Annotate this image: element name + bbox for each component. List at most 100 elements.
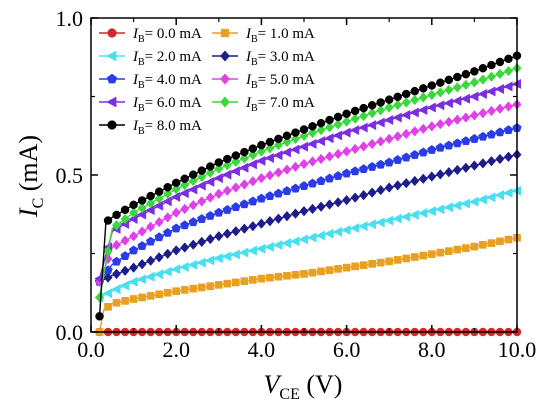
data-point [350, 143, 360, 155]
legend-marker [107, 120, 117, 130]
data-point [231, 151, 241, 160]
data-point [444, 140, 454, 150]
data-point [119, 280, 130, 291]
data-point [367, 107, 377, 119]
data-point [128, 245, 139, 255]
data-point [384, 133, 394, 145]
data-point [256, 172, 266, 184]
legend-marker [106, 96, 117, 108]
data-point [495, 153, 505, 165]
data-point [462, 244, 470, 252]
legend-label: IB= 5.0 mA [245, 72, 315, 91]
data-point [214, 188, 224, 200]
data-point [410, 253, 419, 261]
data-point [265, 137, 275, 147]
data-point [426, 102, 436, 113]
data-point [232, 278, 240, 287]
data-point [393, 180, 403, 191]
data-point [444, 84, 454, 96]
data-point [316, 176, 326, 185]
data-point [179, 188, 189, 199]
data-point [400, 109, 411, 121]
data-point [248, 149, 258, 161]
data-point [136, 274, 147, 285]
data-point [332, 130, 343, 141]
data-point [487, 239, 496, 247]
data-point [435, 142, 446, 152]
data-point [409, 107, 419, 118]
data-point [366, 120, 377, 131]
data-point [384, 95, 394, 104]
data-point [214, 158, 224, 167]
data-point [231, 225, 241, 237]
data-point [401, 97, 411, 108]
data-point [359, 261, 368, 269]
data-point [410, 149, 420, 159]
data-point [153, 269, 164, 280]
data-point [170, 191, 181, 203]
data-point [325, 122, 335, 133]
data-point [239, 199, 250, 209]
data-point [503, 151, 514, 162]
data-point [180, 203, 190, 215]
data-point [383, 215, 394, 226]
data-point [274, 134, 283, 144]
data-point [257, 274, 266, 283]
data-point [477, 88, 487, 100]
x-axis-label-sub: CE [279, 386, 299, 403]
data-point [333, 197, 343, 208]
data-point [410, 175, 420, 187]
y-axis-label-main: I [14, 207, 43, 218]
data-point [418, 147, 428, 157]
data-point [367, 138, 377, 150]
data-point [146, 198, 156, 209]
data-point [163, 188, 173, 200]
data-point [145, 271, 155, 282]
data-point [503, 101, 514, 112]
data-point [342, 116, 352, 127]
data-point [137, 226, 147, 237]
data-point [359, 141, 369, 152]
data-point [401, 152, 411, 162]
data-point [359, 110, 369, 122]
data-point [282, 131, 292, 140]
data-point [282, 210, 292, 222]
y-tick-label: 0.5 [56, 163, 84, 188]
data-point [366, 219, 377, 230]
data-point [478, 158, 488, 169]
data-point [495, 103, 505, 114]
data-point [103, 272, 113, 283]
data-point [128, 276, 138, 287]
data-point [197, 283, 206, 292]
data-point [239, 179, 249, 190]
data-point [205, 210, 215, 220]
data-point [375, 159, 386, 169]
data-point [461, 162, 471, 173]
data-point [494, 83, 504, 95]
data-point [393, 131, 403, 142]
data-point [385, 257, 394, 266]
data-point [248, 176, 258, 187]
data-point [274, 272, 283, 281]
data-point [180, 174, 189, 184]
data-point [231, 156, 241, 168]
data-point [308, 268, 317, 277]
data-point [350, 166, 360, 176]
data-point [153, 200, 164, 211]
data-point [402, 254, 411, 263]
data-point [273, 139, 283, 151]
data-point [137, 196, 147, 205]
data-point [129, 231, 139, 242]
data-point [221, 169, 232, 180]
data-point [400, 211, 411, 222]
data-point [266, 273, 274, 282]
x-axis-label-main: V [264, 370, 283, 399]
data-point [188, 199, 198, 211]
data-point [282, 164, 292, 175]
data-point [341, 127, 351, 138]
data-point [137, 258, 147, 270]
data-point [282, 136, 292, 148]
data-point [299, 125, 309, 134]
data-point [231, 182, 241, 193]
